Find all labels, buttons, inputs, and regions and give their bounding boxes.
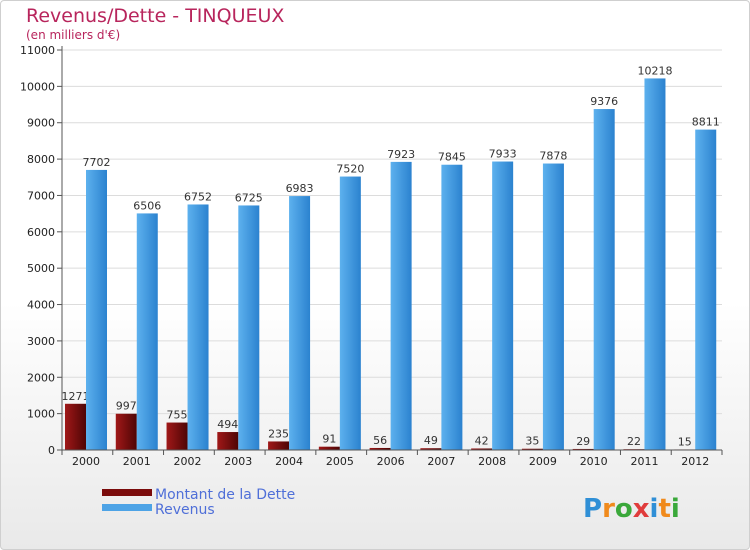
chart-title: Revenus/Dette - TINQUEUX [26, 5, 284, 27]
data-label-revenus: 7520 [336, 163, 364, 176]
y-tick-label: 6000 [27, 226, 55, 239]
bar-dette [572, 448, 594, 450]
x-tick-label: 2011 [630, 455, 658, 468]
data-label-dette: 997 [116, 400, 137, 413]
legend-swatch-revenus [102, 504, 152, 511]
y-tick-label: 8000 [27, 153, 55, 166]
bar-revenus [695, 129, 717, 450]
data-label-revenus: 7933 [489, 148, 517, 161]
data-label-revenus: 7923 [387, 148, 415, 161]
bar-dette [369, 447, 391, 450]
data-label-dette: 49 [424, 434, 438, 447]
data-label-dette: 22 [627, 435, 641, 448]
bar-dette [166, 422, 188, 450]
x-tick-label: 2001 [123, 455, 151, 468]
x-tick-label: 2012 [681, 455, 709, 468]
bar-dette [217, 432, 239, 450]
bars: 1271 7702 997 6506 755 6752 494 6725 235 6983 91 75… [62, 64, 720, 451]
data-label-dette: 35 [525, 435, 539, 448]
data-label-dette: 56 [373, 434, 387, 447]
bar-revenus [542, 163, 564, 450]
data-label-revenus: 6506 [133, 199, 161, 212]
x-tick-label: 2005 [326, 455, 354, 468]
legend-swatch-dette [102, 489, 152, 496]
legend-label-revenus: Revenus [155, 502, 215, 518]
bar-revenus [136, 213, 158, 450]
x-tick-label: 2009 [529, 455, 557, 468]
bar-revenus [86, 169, 107, 450]
bar-revenus [492, 161, 514, 450]
x-tick-label: 2002 [174, 455, 202, 468]
bar-dette [521, 448, 543, 450]
data-label-dette: 755 [167, 409, 188, 422]
x-axis: 2000 2001 2002 2003 2004 2005 2006 2007 2008 2009… [61, 449, 723, 468]
data-label-dette: 91 [322, 433, 336, 446]
data-label-revenus: 6752 [184, 190, 212, 203]
y-tick-label: 9000 [27, 117, 55, 130]
chart-subtitle: (en milliers d'€) [26, 28, 120, 42]
x-tick-label: 2004 [275, 455, 303, 468]
bar-dette [115, 413, 137, 450]
x-tick-label: 2006 [377, 455, 405, 468]
bar-dette [65, 403, 86, 450]
bar-dette [420, 448, 442, 450]
bar-revenus [289, 196, 311, 450]
data-label-dette: 15 [678, 435, 692, 448]
logo-text: Proxiti [583, 494, 680, 524]
data-label-dette: 235 [268, 427, 289, 440]
bar-revenus [441, 164, 463, 450]
data-label-revenus: 7702 [83, 156, 111, 169]
bar-revenus [390, 161, 412, 450]
data-label-revenus: 7878 [539, 150, 567, 163]
data-label-dette: 29 [576, 435, 590, 448]
x-tick-label: 2000 [72, 455, 100, 468]
bar-revenus [238, 205, 260, 450]
x-tick-label: 2007 [427, 455, 455, 468]
legend: Montant de la Dette Revenus [102, 487, 295, 518]
proxiti-logo: Proxiti [583, 494, 680, 524]
x-tick-label: 2003 [224, 455, 252, 468]
y-tick-label: 11000 [20, 44, 55, 57]
data-label-revenus: 10218 [637, 64, 672, 77]
y-tick-label: 10000 [20, 80, 55, 93]
data-label-revenus: 7845 [438, 151, 466, 164]
y-tick-label: 3000 [27, 335, 55, 348]
y-tick-label: 5000 [27, 262, 55, 275]
data-label-dette: 42 [475, 434, 489, 447]
y-axis: 0 1000 2000 3000 4000 5000 6000 7000 8000 9000 100… [20, 44, 63, 457]
y-tick-label: 4000 [27, 299, 55, 312]
legend-label-dette: Montant de la Dette [155, 487, 295, 503]
data-label-dette: 1271 [62, 390, 90, 403]
y-tick-label: 7000 [27, 189, 55, 202]
bar-revenus [593, 109, 615, 451]
bar-dette [268, 441, 290, 450]
y-tick-label: 2000 [27, 371, 55, 384]
data-label-revenus: 9376 [590, 95, 618, 108]
bar-dette [318, 446, 340, 450]
bar-revenus [644, 78, 666, 450]
x-tick-label: 2008 [478, 455, 506, 468]
x-tick-label: 2010 [580, 455, 608, 468]
bar-revenus [339, 176, 361, 450]
y-tick-label: 1000 [27, 408, 55, 421]
y-tick-label: 0 [48, 444, 55, 457]
data-label-revenus: 8811 [692, 116, 720, 129]
data-label-revenus: 6983 [286, 182, 314, 195]
data-label-dette: 494 [217, 418, 238, 431]
data-label-revenus: 6725 [235, 191, 263, 204]
bar-revenus [187, 204, 209, 450]
bar-dette [471, 448, 493, 450]
